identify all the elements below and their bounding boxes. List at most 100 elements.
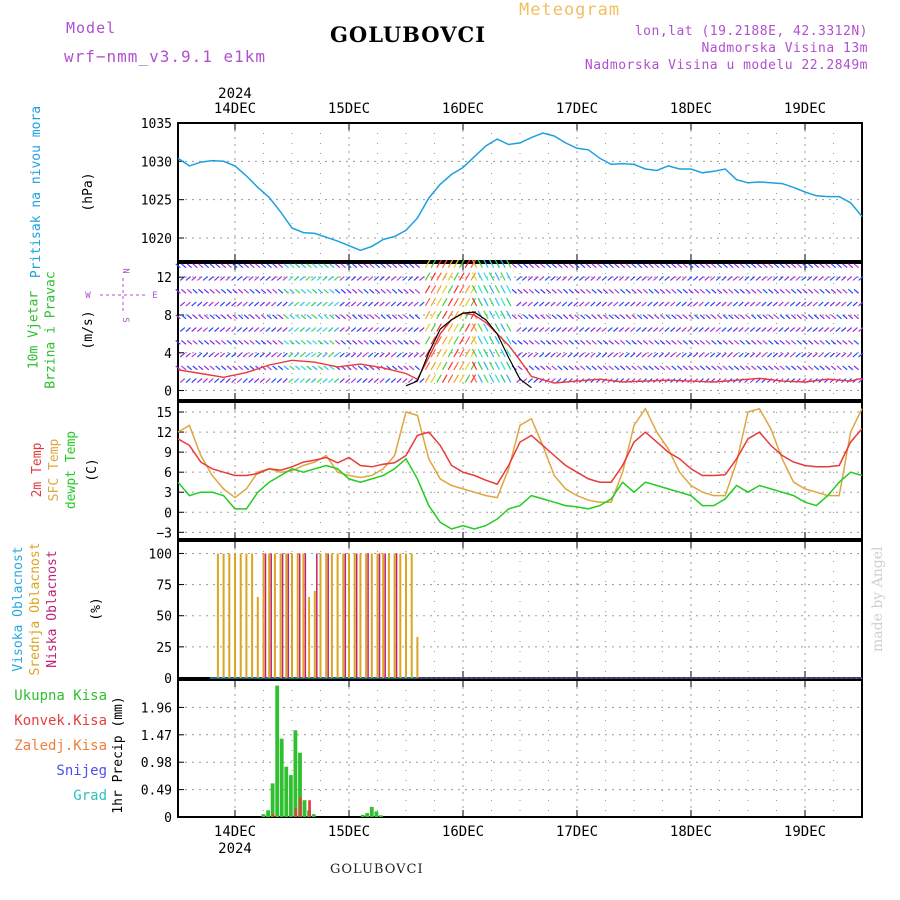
- wind-barb: [424, 361, 431, 371]
- wind-barb: [562, 263, 569, 269]
- wind-barb: [687, 327, 693, 332]
- wind-barb: [350, 276, 357, 281]
- wind-barb: [635, 276, 642, 281]
- wind-barb: [573, 301, 579, 307]
- wind-barb: [681, 301, 687, 307]
- wind-barb: [192, 263, 198, 269]
- cloud-axis-label: Visoka Oblacnost Srednja Oblacnost Niska O…: [11, 542, 60, 675]
- wind-barb: [846, 276, 853, 281]
- wind-barb: [745, 314, 751, 320]
- wind-barb: [654, 288, 660, 294]
- wind-barb: [574, 339, 580, 345]
- wind-barb: [551, 314, 557, 320]
- wind-barb: [584, 276, 590, 281]
- wind-barb: [654, 365, 660, 371]
- wind-barb: [214, 327, 220, 332]
- wind-barb: [220, 263, 227, 269]
- wind-barb: [242, 276, 248, 281]
- wind-barb: [670, 352, 676, 358]
- wind-barb: [248, 352, 254, 358]
- wind-barb: [704, 301, 710, 307]
- wind-barb: [523, 314, 529, 320]
- wind-barb: [391, 314, 398, 320]
- wind-barb: [538, 276, 545, 281]
- wind-barb: [516, 276, 522, 281]
- wind-barb: [483, 297, 489, 307]
- wind-barb: [203, 314, 210, 320]
- wind-barb: [346, 288, 352, 294]
- wind-barb: [642, 339, 649, 345]
- wind-barb: [430, 361, 437, 371]
- wind-barb: [265, 352, 271, 358]
- wind-barb: [722, 263, 728, 269]
- wind-barb: [447, 323, 454, 332]
- wind-barb: [477, 272, 483, 281]
- wind-barb: [773, 365, 780, 371]
- wind-barb: [751, 263, 757, 269]
- wind-barb: [441, 272, 448, 281]
- wind-barb: [556, 276, 562, 281]
- wind-barb: [345, 352, 351, 358]
- wind-barb: [373, 378, 379, 383]
- wind-barb: [585, 288, 592, 294]
- wind-barb: [613, 352, 619, 358]
- wind-barb: [346, 314, 352, 320]
- wind-barb: [682, 339, 688, 345]
- wind-barb: [540, 263, 546, 269]
- wind-barb: [300, 339, 307, 345]
- wind-barb: [470, 272, 477, 281]
- wind-barb: [483, 361, 489, 371]
- wind-barb: [568, 314, 574, 320]
- wind-barb: [574, 314, 580, 320]
- wind-barb: [414, 365, 421, 371]
- wind-barb: [459, 310, 465, 320]
- wind-barb: [430, 323, 437, 332]
- wind-barb: [659, 365, 666, 371]
- wind-barb: [772, 276, 778, 281]
- wind-barb: [369, 288, 375, 294]
- wind-barb: [352, 314, 358, 320]
- wind-barb: [470, 323, 477, 332]
- wind-barb: [796, 365, 802, 371]
- wind-barb: [231, 352, 237, 358]
- wind-barb: [846, 301, 853, 307]
- wind-barb: [483, 374, 489, 383]
- wind-barb: [527, 327, 533, 332]
- wind-barb: [858, 301, 864, 307]
- wind-barb: [727, 352, 733, 358]
- wind-barb: [385, 378, 391, 383]
- wind-barb: [506, 297, 512, 307]
- axis-label-line: Pritisak na nivou mora: [29, 106, 44, 278]
- wind-barb: [328, 301, 334, 307]
- wind-barb: [751, 365, 757, 371]
- wind-barb: [790, 263, 797, 269]
- wind-barb: [276, 276, 283, 281]
- wind-barb: [253, 276, 260, 281]
- wind-barb: [464, 348, 471, 358]
- wind-barb: [293, 378, 300, 383]
- wind-barb: [785, 263, 791, 269]
- axis-label-line: Visoka Oblacnost: [11, 546, 26, 671]
- model-label: Model: [66, 19, 117, 37]
- bottom-date-label: 15DEC: [328, 824, 370, 840]
- wind-barb: [858, 276, 864, 281]
- wind-barb: [380, 314, 386, 320]
- precip-legend-item: Ukupna Kisa: [14, 688, 107, 704]
- wind-barb: [766, 352, 773, 358]
- wind-barb: [494, 374, 501, 383]
- wind-barb: [265, 378, 271, 383]
- wind-barb: [453, 285, 459, 294]
- wind-barb: [847, 288, 854, 294]
- wind-barb: [642, 263, 649, 269]
- total-precip-bar: [311, 814, 316, 817]
- wind-barb: [836, 339, 842, 345]
- wind-barb: [225, 378, 231, 383]
- total-precip-bar: [379, 815, 383, 817]
- wind-barb: [761, 276, 767, 281]
- y-tick-label: 1020: [141, 232, 172, 247]
- wind-barb: [842, 288, 848, 294]
- wind-barb: [619, 365, 626, 371]
- wind-barb: [538, 352, 545, 358]
- wind-barb: [829, 327, 835, 332]
- wind-barb: [293, 327, 300, 332]
